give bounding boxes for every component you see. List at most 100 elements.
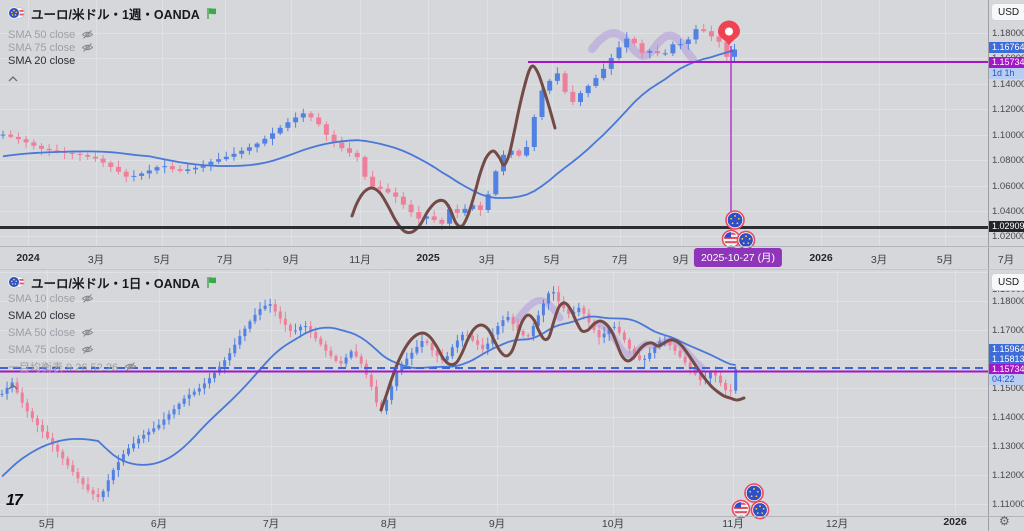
brush-drawing[interactable]	[350, 64, 557, 235]
candle-body	[552, 292, 556, 294]
candle-body	[662, 53, 668, 55]
sma-20-line[interactable]	[2, 49, 735, 199]
candle-body	[66, 458, 70, 466]
map-pin-marker[interactable]	[718, 20, 740, 46]
candle-body	[334, 356, 338, 361]
candle-body	[123, 171, 129, 177]
eye-off-icon[interactable]	[124, 361, 137, 372]
candle-body	[100, 158, 106, 163]
green-flag-icon[interactable]	[206, 276, 218, 289]
eye-off-icon[interactable]	[81, 293, 94, 304]
bar-countdown-label: 1d 1h	[989, 67, 1024, 79]
candle-body	[585, 85, 591, 94]
legend-indicator-row[interactable]: SMA 75 close	[8, 343, 94, 356]
price-tick-label: 1.14000	[992, 412, 1024, 423]
candle-body	[131, 175, 137, 177]
candle-body	[258, 309, 262, 315]
candle-body	[314, 332, 318, 339]
panel-divider[interactable]	[0, 269, 1024, 270]
tradingview-logo[interactable]: 17	[6, 492, 23, 509]
price-tick-label: 1.06000	[992, 181, 1024, 192]
legend-indicator-row[interactable]: SMA 20 close	[8, 309, 75, 322]
candle-body	[263, 305, 267, 310]
candle-body	[713, 372, 717, 376]
candle-body	[15, 382, 19, 393]
candle-body	[708, 372, 712, 379]
indicator-label: SMA 75 close	[8, 343, 76, 356]
candle-body	[400, 365, 404, 373]
candle-body	[415, 346, 419, 353]
currency-button-weekly[interactable]: USD	[991, 3, 1024, 21]
time-tick-label: 2024	[16, 252, 40, 264]
chart-canvas[interactable]	[0, 0, 988, 531]
candle-body	[152, 428, 156, 432]
candle-body	[213, 372, 217, 379]
candle-body	[476, 340, 480, 345]
legend-indicator-row[interactable]: SMA 50 close	[8, 28, 94, 41]
candle-body	[708, 31, 714, 37]
time-axis-border-daily	[0, 516, 1024, 517]
candle-body	[39, 145, 44, 149]
chart-legend-title[interactable]: ユーロ/米ドル・1日・OANDA	[8, 274, 218, 291]
time-tick-label: 8月	[380, 518, 398, 530]
legend-collapse-caret-icon[interactable]	[8, 377, 18, 395]
candle-body	[431, 216, 437, 220]
candle-body	[277, 127, 283, 134]
chart-pane-weekly[interactable]	[0, 0, 988, 246]
legend-collapse-caret-icon[interactable]	[8, 69, 18, 87]
candle-body	[511, 316, 515, 325]
time-tick-label: 5月	[543, 254, 561, 266]
candle-body	[455, 340, 459, 348]
legend-indicator-row[interactable]: 一目均衡表 9 26 52 26	[8, 360, 137, 374]
candle-body	[172, 409, 176, 415]
eye-off-icon[interactable]	[81, 344, 94, 355]
currency-button-daily[interactable]: USD	[991, 273, 1024, 291]
eye-off-icon[interactable]	[81, 29, 94, 40]
candle-body	[253, 314, 257, 322]
price-tick-label: 1.12000	[992, 104, 1024, 115]
candle-body	[77, 153, 83, 155]
chart-pane-daily[interactable]	[0, 270, 988, 516]
candle-body	[106, 480, 110, 492]
candle-body	[724, 382, 728, 391]
highlighter-drawing[interactable]	[588, 29, 697, 63]
indicator-label: SMA 10 close	[8, 292, 76, 305]
candle-body	[162, 166, 168, 168]
eye-off-icon[interactable]	[81, 327, 94, 338]
candle-body	[218, 366, 222, 373]
candle-body	[447, 209, 453, 224]
candle-body	[262, 138, 268, 144]
economic-event-markers[interactable]	[721, 210, 756, 250]
legend-indicator-row[interactable]: SMA 10 close	[8, 292, 94, 305]
candle-body	[648, 352, 652, 359]
candle-body	[362, 157, 368, 177]
legend-indicator-row[interactable]: SMA 20 close	[8, 54, 75, 67]
price-axis-border[interactable]	[988, 0, 989, 531]
chart-legend-title[interactable]: ユーロ/米ドル・1週・OANDA	[8, 5, 218, 22]
candle-body	[8, 134, 14, 137]
candle-body	[716, 36, 722, 42]
candle-body	[385, 399, 389, 411]
highlighter-drawing[interactable]	[513, 296, 564, 324]
candle-body	[46, 148, 52, 151]
candle-body	[524, 146, 530, 156]
candle-body	[643, 358, 647, 360]
economic-event-markers[interactable]	[731, 483, 770, 520]
green-flag-icon[interactable]	[206, 7, 218, 20]
candle-body	[285, 122, 291, 128]
brush-drawing[interactable]	[379, 301, 746, 412]
candle-body	[685, 39, 691, 45]
candle-body	[293, 117, 299, 123]
candle-body	[246, 147, 252, 151]
candle-body	[439, 219, 445, 224]
candle-body	[243, 328, 247, 337]
indicator-label: SMA 75 close	[8, 41, 76, 54]
eye-off-icon[interactable]	[81, 42, 94, 53]
price-axis-settings-gear-icon[interactable]: ⚙	[999, 514, 1010, 528]
candle-body	[369, 374, 373, 387]
candle-body	[485, 194, 491, 210]
sma-20-line[interactable]	[1, 315, 736, 478]
legend-indicator-row[interactable]: SMA 75 close	[8, 41, 94, 54]
legend-indicator-row[interactable]: SMA 50 close	[8, 326, 94, 339]
